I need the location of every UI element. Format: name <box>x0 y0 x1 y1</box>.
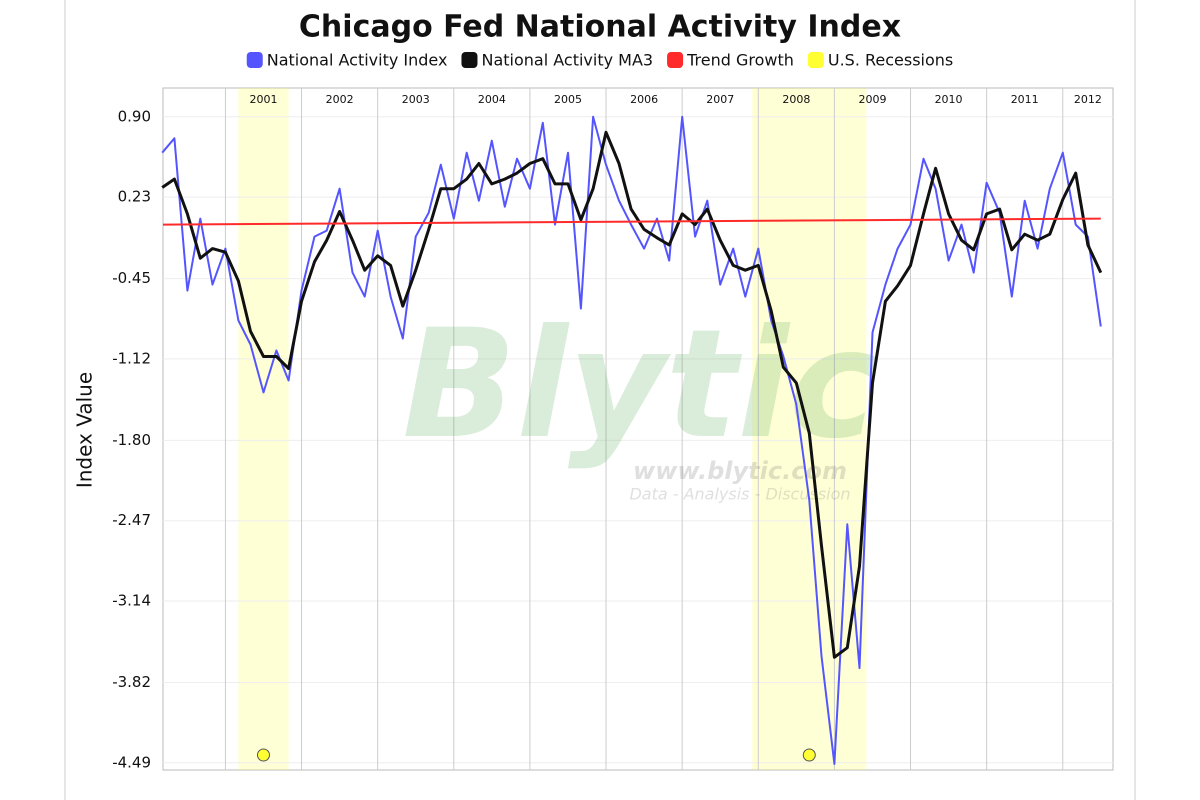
legend-swatch <box>807 52 824 68</box>
recession-icon <box>256 748 270 762</box>
legend-label: Trend Growth <box>686 51 794 70</box>
legend-swatch <box>461 52 478 68</box>
series-line <box>161 115 1102 765</box>
series-line <box>161 130 1103 659</box>
legend-swatch <box>667 52 684 68</box>
watermark: Blytic www.blytic.com Data - Analysis - … <box>402 298 878 504</box>
x-tick-label: 2008 <box>782 93 810 106</box>
y-tick-label: 0.90 <box>118 107 151 125</box>
y-tick-label: -3.14 <box>112 591 151 609</box>
x-tick-label: 2011 <box>1011 93 1039 106</box>
plot-background <box>162 87 1114 771</box>
legend-label: National Activity Index <box>267 51 448 70</box>
x-tick-label: 2001 <box>249 93 277 106</box>
watermark-logo: Blytic <box>402 298 878 472</box>
y-tick-label: -3.82 <box>112 673 151 691</box>
y-axis-label: Index Value <box>73 372 97 488</box>
series-line <box>162 217 1101 226</box>
x-tick-label: 2010 <box>935 93 963 106</box>
y-tick-label: 0.23 <box>118 188 151 206</box>
x-tick-label: 2007 <box>706 93 734 106</box>
y-tick-label: -0.45 <box>112 269 151 287</box>
y-tick-label: -2.47 <box>112 511 151 529</box>
recession-icon <box>802 748 816 762</box>
x-tick-label: 2004 <box>478 93 506 106</box>
recession-band <box>238 88 289 770</box>
legend-swatch <box>246 52 263 68</box>
legend: National Activity Index National Activity… <box>246 51 953 70</box>
x-tick-label: 2009 <box>858 93 886 106</box>
x-tick-label: 2012 <box>1074 93 1102 106</box>
x-tick-label: 2002 <box>326 93 354 106</box>
watermark-tagline: Data - Analysis - Discussion <box>629 485 850 504</box>
chart-title: Chicago Fed National Activity Index <box>299 10 901 45</box>
x-tick-label: 2003 <box>402 93 430 106</box>
legend-label: U.S. Recessions <box>828 51 953 70</box>
y-tick-label: -4.49 <box>112 753 151 771</box>
x-tick-label: 2005 <box>554 93 582 106</box>
y-tick-label: -1.80 <box>112 431 151 449</box>
x-tick-label: 2006 <box>630 93 658 106</box>
legend-label: National Activity MA3 <box>481 51 653 70</box>
y-tick-label: -1.12 <box>112 349 151 367</box>
